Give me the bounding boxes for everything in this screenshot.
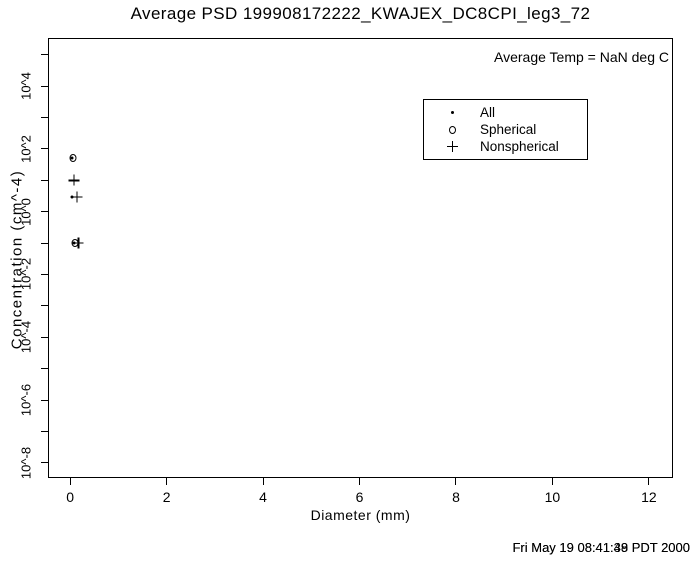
x-axis-tick-label: 10: [544, 489, 561, 505]
x-axis-tick: [551, 478, 553, 485]
x-axis-tick-label: 8: [452, 489, 460, 505]
timestamp-overprint: Fri May 19 08:41:49 PDT 2000: [512, 540, 690, 555]
legend-marker-cell: [424, 111, 480, 114]
x-axis-tick: [166, 478, 168, 485]
legend-marker-cell: [424, 141, 480, 152]
y-axis-minor-tick: [41, 368, 48, 370]
y-axis-minor-tick: [41, 242, 48, 244]
circle-marker-icon: [69, 154, 77, 163]
legend-item-spherical: Spherical: [424, 121, 587, 138]
y-axis-tick: [41, 273, 48, 275]
y-axis-minor-tick: [41, 431, 48, 433]
legend-marker-cell: [424, 125, 480, 134]
x-axis-tick-label: 12: [641, 489, 657, 505]
legend-item-label: All: [480, 105, 496, 120]
y-axis-tick: [41, 85, 48, 87]
timestamp-primary: Fri May 19 08:41:38 PDT 2000: [512, 540, 690, 555]
x-axis-tick-label: 0: [66, 489, 75, 505]
y-axis-minor-tick: [41, 179, 48, 181]
plus-marker-icon: [72, 237, 84, 249]
x-axis-tick: [262, 478, 264, 485]
legend-item-nonspherical: Nonspherical: [424, 138, 587, 155]
y-axis-tick: [41, 211, 48, 213]
legend-box: All Spherical Nonspherical: [423, 99, 588, 160]
x-axis-tick: [455, 478, 457, 485]
x-axis-tick-label: 6: [355, 489, 364, 505]
y-axis-tick-label: 10^-8: [18, 446, 34, 479]
y-axis-label: Concentration (cm^-4): [8, 169, 26, 350]
y-axis-minor-tick: [41, 116, 48, 118]
x-axis-tick: [648, 478, 650, 485]
average-temp-annotation: Average Temp = NaN deg C: [494, 49, 669, 65]
x-axis-tick: [69, 478, 71, 485]
y-axis-tick: [41, 336, 48, 338]
plus-marker-icon: [68, 174, 80, 186]
circle-marker-icon: [448, 125, 456, 134]
x-axis-tick: [359, 478, 361, 485]
y-axis-tick: [41, 462, 48, 464]
dot-marker-icon: [450, 111, 454, 114]
x-axis-tick-label: 2: [162, 489, 171, 505]
y-axis-minor-tick: [41, 54, 48, 56]
legend-item-label: Nonspherical: [480, 139, 559, 154]
y-axis-tick: [41, 399, 48, 401]
plot-area: [48, 38, 673, 478]
plus-marker-icon: [71, 191, 83, 203]
y-axis-minor-tick: [41, 305, 48, 307]
legend-item-label: Spherical: [480, 122, 537, 137]
x-axis-tick-label: 4: [259, 489, 267, 505]
plus-marker-icon: [446, 141, 458, 152]
y-axis-tick: [41, 148, 48, 150]
chart-title: Average PSD 199908172222_KWAJEX_DC8CPI_l…: [130, 4, 591, 23]
x-axis-label: Diameter (mm): [310, 507, 411, 523]
legend-item-all: All: [424, 104, 587, 121]
